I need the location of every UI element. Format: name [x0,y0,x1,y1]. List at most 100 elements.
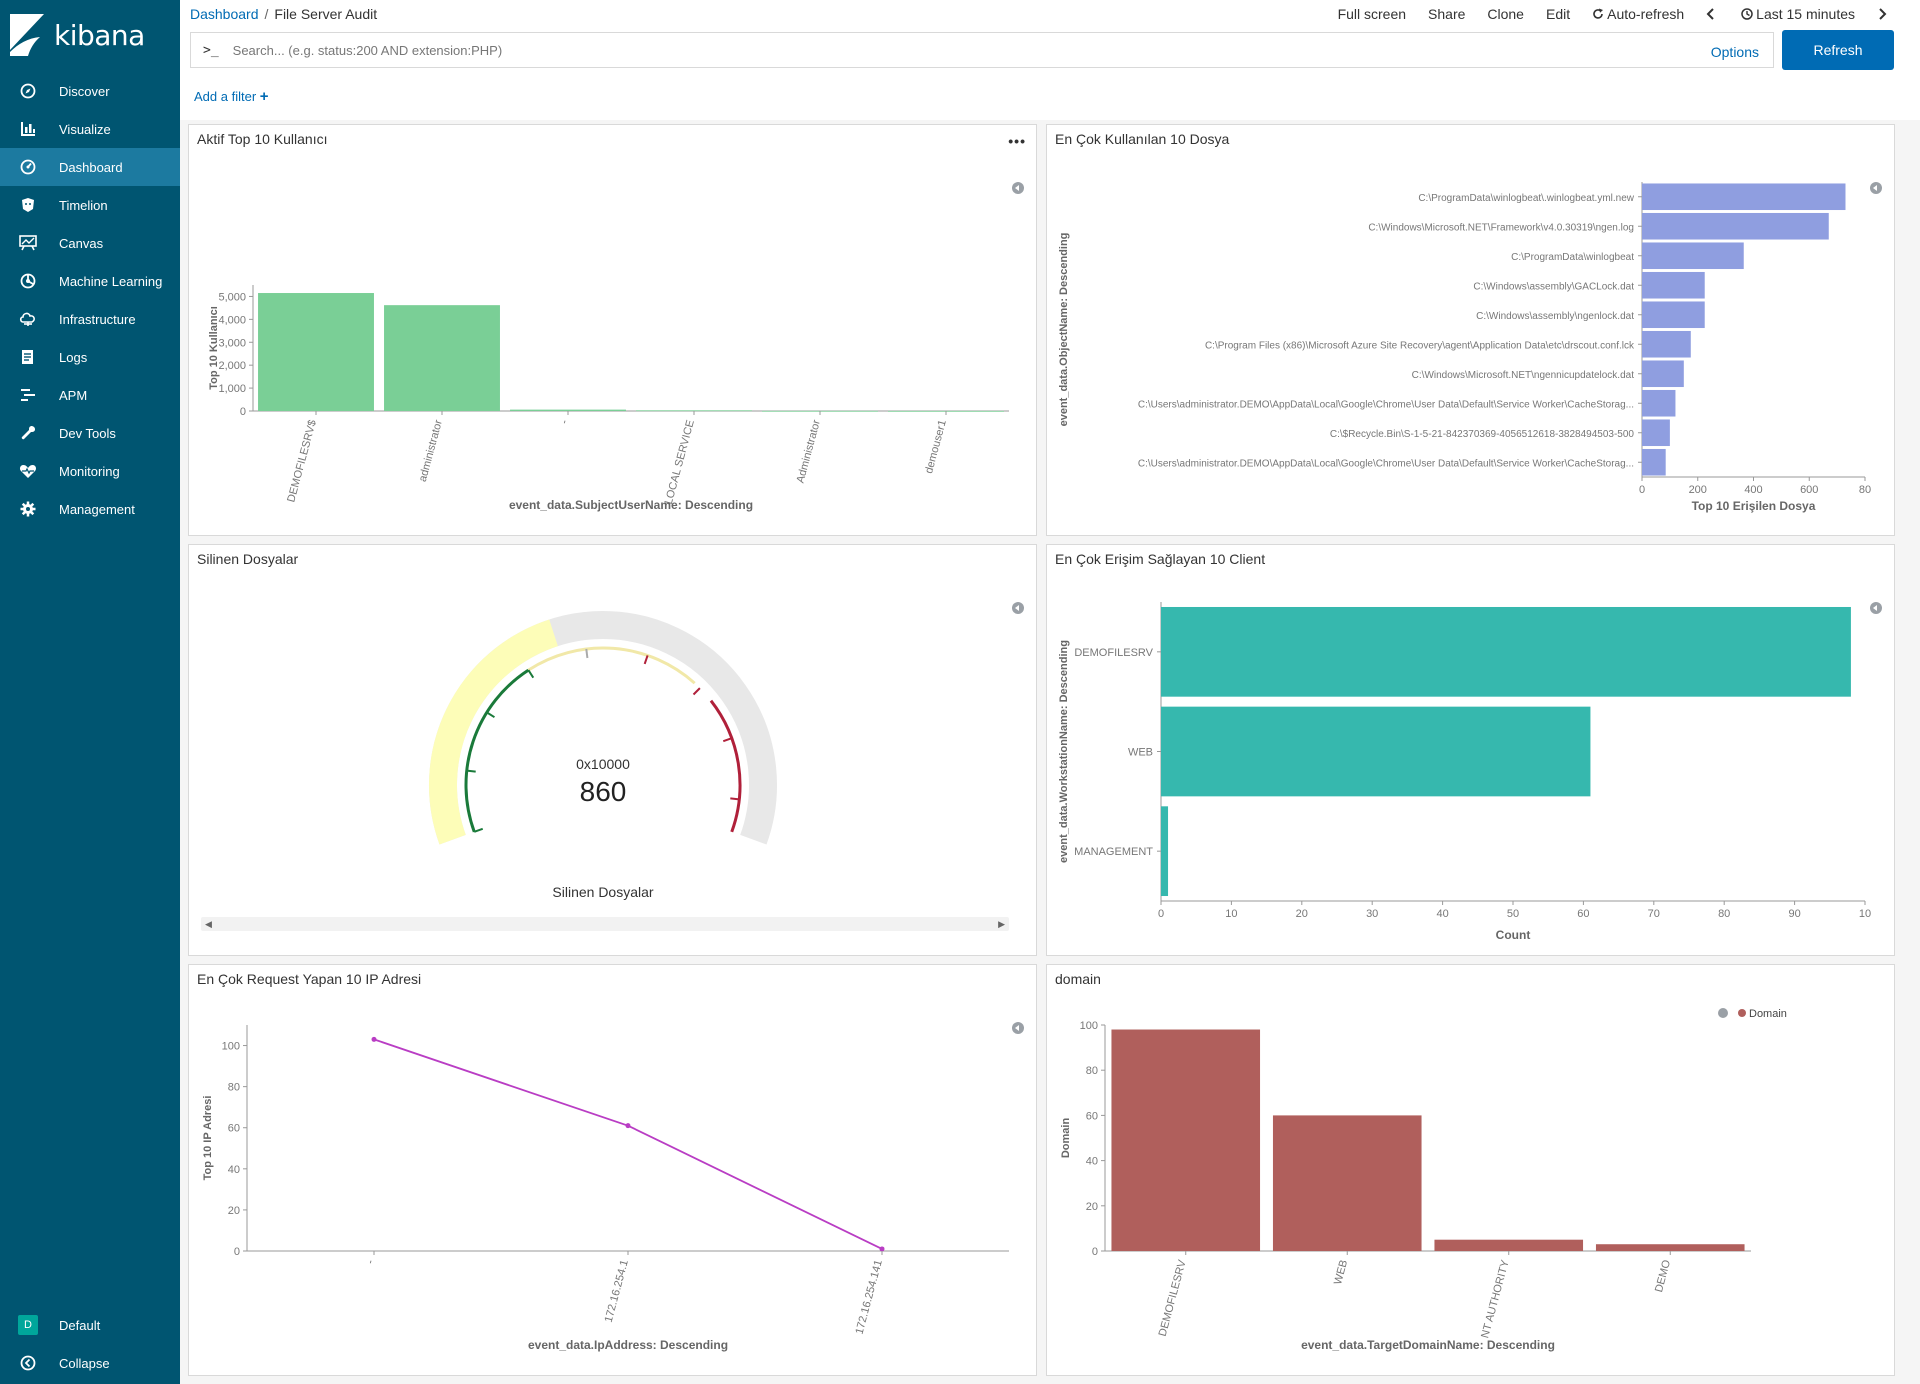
y-tick-label: 3,000 [218,337,246,349]
gauge-tick [473,827,484,833]
series-line [373,1038,883,1250]
time-range-label: Last 15 minutes [1756,6,1855,22]
y-tick-label: 100 [1080,1020,1098,1032]
sidebar-item-management[interactable]: Management [0,490,180,528]
y-tick-label: 80 [1086,1065,1098,1077]
search-input[interactable] [230,41,1711,59]
legend-toggle-icon[interactable] [1012,602,1024,614]
sidebar-item-label: Dashboard [59,159,123,175]
collapse-button[interactable]: Collapse [0,1344,180,1382]
horizontal-scrollbar[interactable]: ◀ ▶ [201,917,1009,931]
panel-top-files: En Çok Kullanılan 10 Dosya 0 200 400 600 80 C… [1046,124,1895,536]
legend-toggle-icon[interactable] [1870,182,1882,194]
sidebar-item-label: Dev Tools [59,425,116,441]
x-tick-label: 172.16.254.1 [603,1259,631,1324]
collapse-icon [17,1355,39,1371]
bar [1642,242,1744,270]
panel-options-menu-icon[interactable]: ••• [1008,133,1026,149]
x-tick-label: 0 [1639,484,1645,496]
sidebar-item-apm[interactable]: APM [0,376,180,414]
y-tick-label: C:\Program Files (x86)\Microsoft Azure S… [1205,340,1635,351]
x-tick-label: 40 [1436,908,1448,920]
sidebar-item-label: Logs [59,349,88,365]
y-tick-label: DEMOFILESRV [1074,647,1153,659]
x-tick-label: - [364,1258,377,1265]
share-button[interactable]: Share [1428,6,1466,22]
x-axis-title: event_data.TargetDomainName: Descending [1301,1338,1555,1352]
bar [1642,212,1829,240]
breadcrumb: Dashboard / File Server Audit [190,6,377,22]
sidebar-item-logs[interactable]: Logs [0,338,180,376]
sidebar-item-machine-learning[interactable]: Machine Learning [0,262,180,300]
time-forward-button[interactable] [1877,6,1890,22]
sidebar-item-infrastructure[interactable]: Infrastructure [0,300,180,338]
sidebar-item-label: Discover [59,83,110,99]
space-selector[interactable]: D Default [0,1306,180,1344]
wrench-icon [17,425,39,441]
bar [1642,389,1676,417]
auto-refresh-button[interactable]: Auto-refresh [1592,6,1684,22]
scroll-left-icon[interactable]: ◀ [205,919,212,929]
y-tick-label: C:\$Recycle.Bin\S-1-5-21-842370369-40565… [1330,429,1635,440]
bar [510,409,626,411]
y-tick-label: C:\Windows\Microsoft.NET\Framework\v4.0.… [1368,222,1634,233]
clone-button[interactable]: Clone [1487,6,1524,22]
x-tick-label: 50 [1507,908,1519,920]
scroll-right-icon[interactable]: ▶ [998,919,1005,929]
space-badge: D [18,1315,38,1335]
x-tick-label: - [558,418,571,425]
add-filter-label: Add a filter [194,89,257,104]
panel-deleted-files: Silinen Dosyalar 0x10000 860 Silinen Dosya… [188,544,1037,956]
collapse-label: Collapse [59,1355,110,1371]
breadcrumb-dashboard-link[interactable]: Dashboard [190,6,259,22]
gauge-tick [486,711,495,719]
gauge-sublabel: Silinen Dosyalar [552,884,653,900]
legend-toggle-icon[interactable] [1870,602,1882,614]
bar [1642,330,1691,358]
y-tick-label: 0 [1092,1246,1098,1258]
sidebar-item-timelion[interactable]: Timelion [0,186,180,224]
time-picker-button[interactable]: Last 15 minutes [1741,6,1855,22]
sidebar-item-dev-tools[interactable]: Dev Tools [0,414,180,452]
y-tick-label: 40 [228,1164,240,1176]
breadcrumb-current: File Server Audit [274,6,378,22]
time-back-button[interactable] [1706,6,1719,22]
sidebar-item-dashboard[interactable]: Dashboard [0,148,180,186]
full-screen-button[interactable]: Full screen [1337,6,1407,22]
bar [1161,806,1169,897]
panel-title: Silinen Dosyalar [197,551,299,567]
chevron-left-icon [1706,8,1714,20]
edit-button[interactable]: Edit [1545,6,1571,22]
y-tick-label: C:\Windows\assembly\ngenlock.dat [1476,311,1634,322]
add-filter-button[interactable]: Add a filter + [194,88,269,105]
y-tick-label: 0 [240,406,246,418]
top-actions: Full screen Share Clone Edit Auto-refres… [1316,6,1890,22]
legend-toggle-icon[interactable] [1012,182,1024,194]
sidebar-item-label: APM [59,387,88,403]
panel-top-clients: En Çok Erişim Sağlayan 10 Client 0 10 20 30… [1046,544,1895,956]
y-tick-label: 20 [228,1205,240,1217]
bar [1642,448,1666,476]
legend-label: Domain [1749,1008,1787,1020]
legend-toggle-icon[interactable] [1012,1022,1024,1034]
refresh-button[interactable]: Refresh [1782,30,1894,70]
y-tick-label: WEB [1128,747,1153,759]
panel-domain: domain 0 20 40 60 80 100 DEMOFILESRV WEB NT AUTH… [1046,964,1895,1376]
gear-icon [17,501,39,517]
sidebar-item-label: Machine Learning [59,273,163,289]
kibana-logo[interactable]: kibana [10,14,170,58]
gauge-tick [527,669,535,679]
sidebar: kibana Discover Visualize Dashboard Time… [0,0,180,1384]
dashboard-icon [17,159,39,175]
sidebar-item-discover[interactable]: Discover [0,72,180,110]
chart-domain: 0 20 40 60 80 100 DEMOFILESRV WEB NT AUTHORITY DE… [1060,1008,1787,1352]
sidebar-item-canvas[interactable]: Canvas [0,224,180,262]
gauge-scale-yellow [527,646,696,685]
sidebar-bottom: D Default Collapse [0,1306,180,1382]
sidebar-item-monitoring[interactable]: Monitoring [0,452,180,490]
chart-gauge: 0x10000 860 Silinen Dosyalar [429,611,777,900]
sidebar-item-visualize[interactable]: Visualize [0,110,180,148]
bar [384,305,500,411]
panel-top-users: Aktif Top 10 Kullanıcı ••• 0 1,000 2,000 3,… [188,124,1037,536]
options-link[interactable]: Options [1710,44,1759,60]
